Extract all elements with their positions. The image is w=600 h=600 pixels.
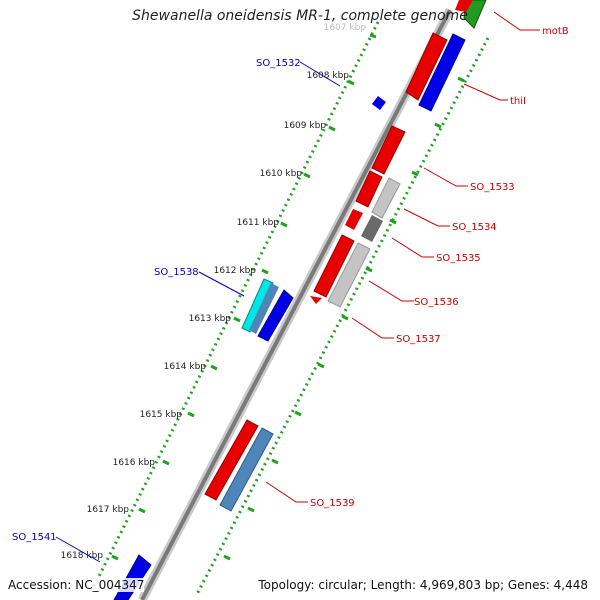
ruler-label: 1608 kbp (307, 71, 350, 81)
left-leader-lines (55, 61, 341, 563)
topology-text: Topology: circular; Length: 4,969,803 bp… (258, 578, 588, 592)
ruler-label: 1615 kbp (140, 410, 183, 420)
right-leader-lines (265, 11, 540, 503)
gene-feature-so1535-red (345, 209, 363, 230)
gene-feature-so1536-gray (327, 242, 371, 308)
gene-feature-so1539-steel (219, 427, 274, 512)
gene-feature-so1538-steel (249, 283, 279, 334)
ruler-label: 1607 kbp (324, 23, 367, 33)
gene-feature-so1538-blue (257, 289, 294, 342)
gene-label-so1534: SO_1534 (452, 222, 497, 233)
gene-feature-green (463, 0, 487, 29)
gene-feature-so1534-red (355, 170, 383, 208)
gene-feature-thii (418, 33, 466, 112)
ruler-labels: 1607 kbp 1608 kbp 1609 kbp 1610 kbp 1611… (61, 23, 367, 561)
gene-label-so1533: SO_1533 (470, 182, 515, 193)
ruler-label: 1613 kbp (189, 314, 232, 324)
genome-backbone-core (140, 9, 452, 600)
ruler-label: 1618 kbp (61, 551, 104, 561)
gene-feature-so1535-dark (361, 215, 383, 242)
genome-title: Shewanella oneidensis MR-1, complete gen… (132, 8, 468, 24)
gene-feature-so1533 (371, 125, 406, 175)
gene-feature-so1536-red (313, 234, 355, 298)
ruler-label: 1612 kbp (214, 266, 257, 276)
left-major-ticks (111, 33, 377, 561)
gene-feature-so1538-cyan (241, 278, 274, 333)
gene-feature-so1534-gray (371, 177, 401, 219)
gene-label-so1539: SO_1539 (310, 498, 355, 509)
ruler-label: 1609 kbp (284, 121, 327, 131)
gene-label-so1537: SO_1537 (396, 334, 441, 345)
ruler-label: 1617 kbp (87, 505, 130, 515)
gene-label-so1536: SO_1536 (414, 297, 459, 308)
gene-feature-so1532 (372, 96, 386, 110)
ruler-label: 1616 kbp (113, 458, 156, 468)
gene-label-so1532: SO_1532 (256, 58, 301, 69)
right-gene-labels: motB thiI SO_1533 SO_1534 SO_1535 SO_153… (310, 26, 569, 509)
right-major-ticks (223, 76, 465, 561)
left-gene-labels: SO_1532 SO_1538 SO_1541 (12, 58, 301, 543)
ruler-label: 1610 kbp (260, 169, 303, 179)
gene-feature-so1539-red (204, 419, 259, 501)
gene-feature-motb (455, 0, 473, 12)
gene-label-so1538: SO_1538 (154, 267, 199, 278)
left-tick-track (90, 21, 380, 591)
gene-label-motb: motB (542, 26, 569, 37)
gene-feature-so1537 (310, 296, 322, 304)
ruler-label: 1614 kbp (164, 362, 207, 372)
gene-label-thii: thiI (510, 96, 526, 107)
gene-label-so1535: SO_1535 (436, 253, 481, 264)
ruler-label: 1611 kbp (237, 218, 280, 228)
accession-text: Accession: NC_004347 (8, 578, 145, 592)
gene-label-so1541: SO_1541 (12, 532, 57, 543)
gene-feature-motb-body (405, 32, 448, 101)
